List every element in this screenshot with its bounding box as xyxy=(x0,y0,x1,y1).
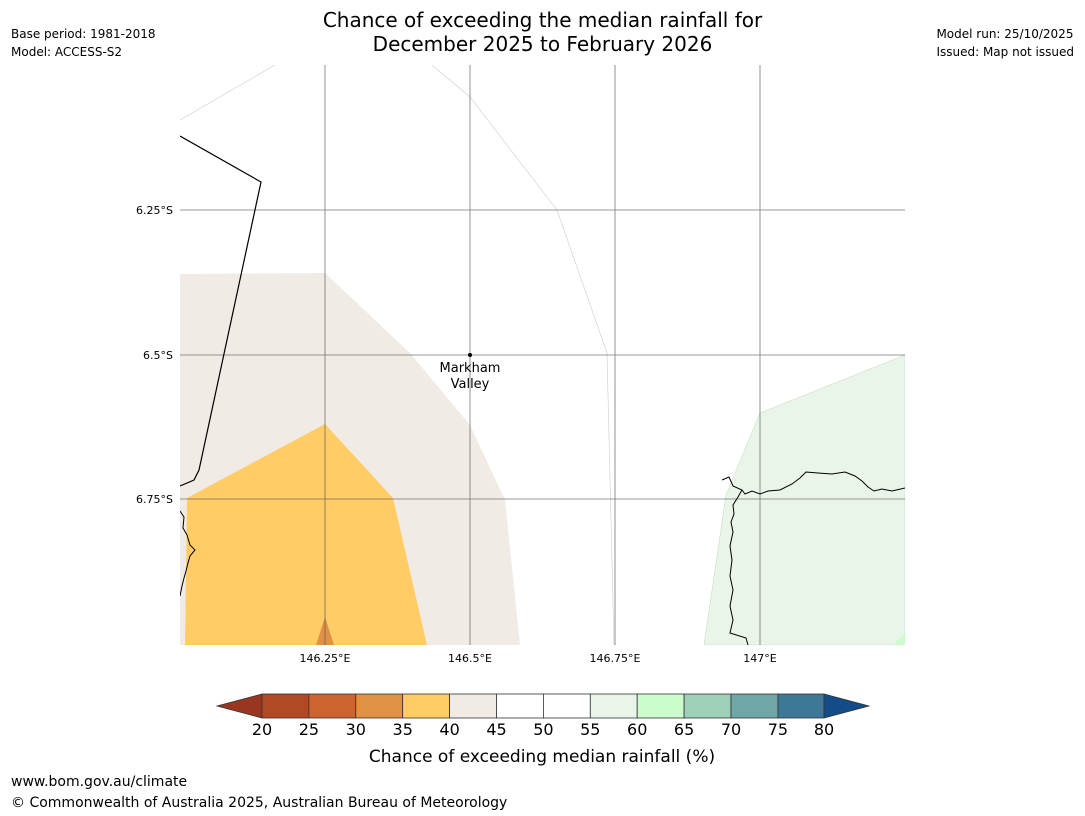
colorbar-bin xyxy=(261,693,310,719)
lat-label: 6.75°S xyxy=(136,493,173,506)
boundary-line xyxy=(180,135,262,487)
colorbar-bin xyxy=(496,693,544,719)
colorbar-label: Chance of exceeding median rainfall (%) xyxy=(369,747,715,767)
colorbar-tick-label: 35 xyxy=(393,720,413,739)
colorbar-bin xyxy=(543,693,591,719)
lat-label: 6.5°S xyxy=(143,349,173,362)
coastline-river xyxy=(729,489,749,645)
region-60-65 xyxy=(893,633,905,645)
meta-left: Base period: 1981-2018 Model: ACCESS-S2 xyxy=(11,25,156,61)
lat-label: 6.25°S xyxy=(136,204,173,217)
colorbar-bin xyxy=(355,693,404,719)
colorbar-tick-label: 25 xyxy=(299,720,319,739)
lon-label: 146.5°E xyxy=(448,652,492,665)
colorbar-bin xyxy=(402,693,451,719)
contour-line-nw xyxy=(180,65,276,121)
issued-status: Issued: Map not issued xyxy=(936,45,1074,59)
footer-copyright: © Commonwealth of Australia 2025, Austra… xyxy=(11,795,508,811)
lat-labels: 6.25°S 6.5°S 6.75°S xyxy=(136,204,173,506)
colorbar-tick-label: 70 xyxy=(721,720,741,739)
base-period: Base period: 1981-2018 xyxy=(11,27,156,41)
colorbar-ticks: 20 25 30 35 40 45 50 55 60 65 70 75 80 xyxy=(252,720,834,739)
colorbar-bin xyxy=(449,693,497,719)
colorbar-tick-label: 50 xyxy=(533,720,553,739)
colorbar-tick-label: 80 xyxy=(814,720,834,739)
colorbar-bin xyxy=(589,693,638,719)
region-55-60 xyxy=(703,354,905,645)
colorbar-tick-label: 40 xyxy=(439,720,459,739)
colorbar-tick-label: 55 xyxy=(580,720,600,739)
coastline-west xyxy=(180,510,196,597)
colorbar-tick-label: 45 xyxy=(486,720,506,739)
colorbar xyxy=(215,693,871,719)
colorbar-tick-label: 20 xyxy=(252,720,272,739)
colorbar-bin xyxy=(777,693,825,719)
lon-label: 146.25°E xyxy=(300,652,351,665)
colorbar-extend-high xyxy=(823,693,871,719)
colorbar-tick-label: 60 xyxy=(627,720,647,739)
colorbar-tick-label: 65 xyxy=(674,720,694,739)
colorbar-extend-low xyxy=(215,693,263,719)
colorbar-bin xyxy=(683,693,732,719)
map-panel xyxy=(180,65,905,645)
footer-url: www.bom.gov.au/climate xyxy=(11,774,188,790)
place-label-line-2: Valley xyxy=(451,377,490,392)
colorbar-bin xyxy=(308,693,357,719)
model-run: Model run: 25/10/2025 xyxy=(936,27,1074,41)
lon-label: 147°E xyxy=(743,652,776,665)
colorbar-bin xyxy=(730,693,779,719)
place-marker xyxy=(468,353,472,357)
title-line-2: December 2025 to February 2026 xyxy=(372,32,713,56)
lon-label: 146.75°E xyxy=(590,652,641,665)
meta-right: Model run: 25/10/2025 Issued: Map not is… xyxy=(936,25,1074,61)
colorbar-tick-label: 30 xyxy=(346,720,366,739)
colorbar-tick-label: 75 xyxy=(768,720,788,739)
colorbar-bin xyxy=(636,693,685,719)
coastline-east xyxy=(721,471,905,495)
title-line-1: Chance of exceeding the median rainfall … xyxy=(322,8,763,32)
map-title: Chance of exceeding the median rainfall … xyxy=(0,8,1085,56)
region-35-40 xyxy=(185,424,427,645)
model-name: Model: ACCESS-S2 xyxy=(11,45,123,59)
place-label-line-1: Markham xyxy=(440,361,501,376)
lon-labels: 146.25°E 146.5°E 146.75°E 147°E xyxy=(300,652,777,665)
